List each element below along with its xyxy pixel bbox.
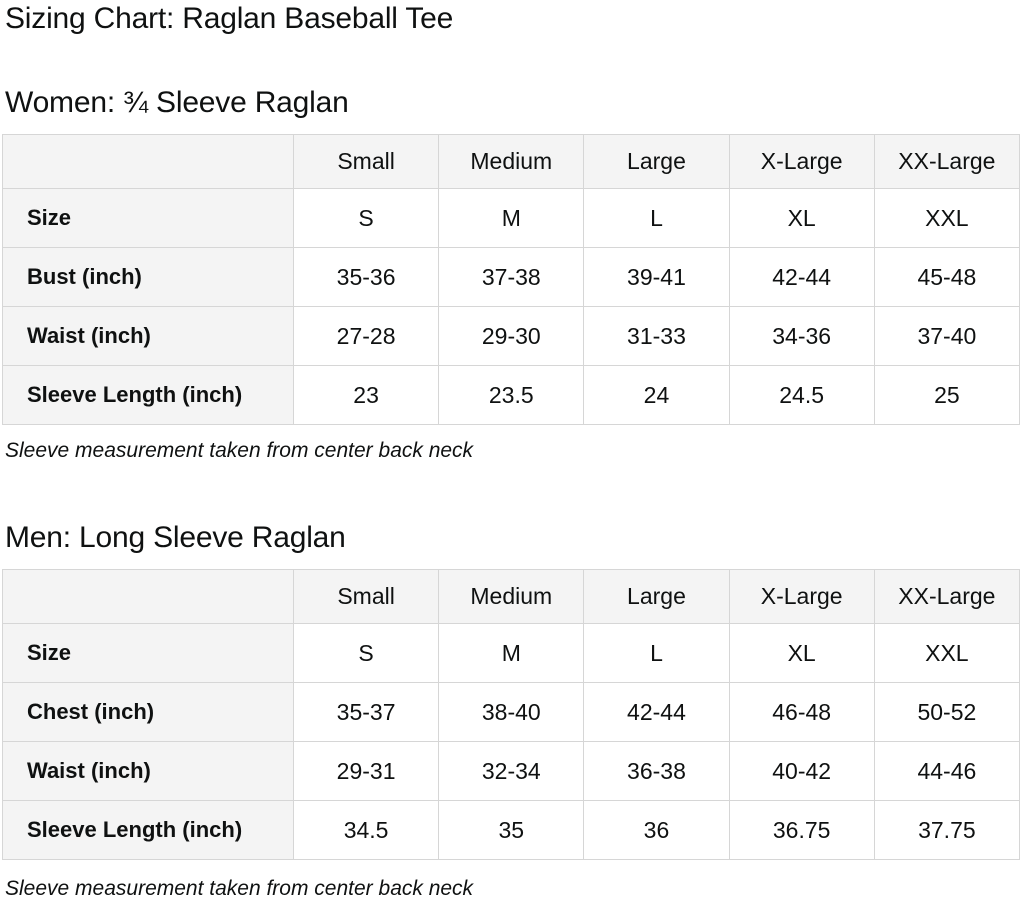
size-value: 23.5 [438, 365, 585, 425]
size-value: 40-42 [728, 741, 875, 801]
size-value: 32-34 [438, 741, 585, 801]
size-value: 37-40 [873, 306, 1021, 366]
row-label: Waist (inch) [2, 306, 294, 366]
column-header: Large [583, 569, 730, 624]
size-value: 36-38 [583, 741, 730, 801]
size-value: 23 [292, 365, 440, 425]
women-sleeve-note: Sleeve measurement taken from center bac… [5, 439, 474, 462]
women-section-heading: Women: ¾ Sleeve Raglan [5, 86, 349, 119]
size-value: 46-48 [728, 682, 875, 742]
size-value: 24.5 [728, 365, 875, 425]
column-header: Small [292, 134, 440, 189]
size-value: 34.5 [292, 800, 440, 860]
column-header: X-Large [728, 134, 875, 189]
size-value: XL [728, 623, 875, 683]
size-value: 37-38 [438, 247, 585, 307]
size-value: 42-44 [583, 682, 730, 742]
size-value: 35 [438, 800, 585, 860]
men-sleeve-note: Sleeve measurement taken from center bac… [5, 877, 474, 898]
section-women: Women: ¾ Sleeve Raglan Small Medium Large X… [0, 86, 1024, 464]
men-sizing-table: Small Medium Large X-Large XX-Large Size S M L XL… [2, 569, 1021, 860]
header-row: Small Medium Large X-Large XX-Large [2, 569, 1021, 624]
size-value: L [583, 623, 730, 683]
size-value: 34-36 [728, 306, 875, 366]
size-value: 36 [583, 800, 730, 860]
size-value: 38-40 [438, 682, 585, 742]
row-label: Size [2, 623, 294, 683]
table-row: Size S M L XL XXL [2, 188, 1021, 248]
size-value: 36.75 [728, 800, 875, 860]
row-label: Chest (inch) [2, 682, 294, 742]
table-row: Chest (inch) 35-37 38-40 42-44 46-48 50-52 [2, 682, 1021, 742]
corner-header-cell [2, 569, 294, 624]
section-men: Men: Long Sleeve Raglan Small Medium Large… [0, 521, 1024, 898]
table-row: Waist (inch) 29-31 32-34 36-38 40-42 44-46 [2, 741, 1021, 801]
size-value: 24 [583, 365, 730, 425]
size-value: 39-41 [583, 247, 730, 307]
column-header: XX-Large [873, 569, 1021, 624]
column-header: Large [583, 134, 730, 189]
size-value: S [292, 623, 440, 683]
size-value: M [438, 623, 585, 683]
size-value: 35-37 [292, 682, 440, 742]
size-value: 29-30 [438, 306, 585, 366]
corner-header-cell [2, 134, 294, 189]
row-label: Bust (inch) [2, 247, 294, 307]
column-header: Medium [438, 134, 585, 189]
header-row: Small Medium Large X-Large XX-Large [2, 134, 1021, 189]
size-value: M [438, 188, 585, 248]
men-section-heading: Men: Long Sleeve Raglan [5, 521, 346, 554]
row-label: Size [2, 188, 294, 248]
size-value: XL [728, 188, 875, 248]
column-header: Small [292, 569, 440, 624]
size-value: S [292, 188, 440, 248]
column-header: XX-Large [873, 134, 1021, 189]
size-value: 27-28 [292, 306, 440, 366]
size-value: 37.75 [873, 800, 1021, 860]
column-header: X-Large [728, 569, 875, 624]
size-value: 45-48 [873, 247, 1021, 307]
size-value: XXL [873, 623, 1021, 683]
table-row: Bust (inch) 35-36 37-38 39-41 42-44 45-48 [2, 247, 1021, 307]
row-label: Sleeve Length (inch) [2, 800, 294, 860]
size-value: 29-31 [292, 741, 440, 801]
size-value: L [583, 188, 730, 248]
size-value: 31-33 [583, 306, 730, 366]
table-row: Sleeve Length (inch) 34.5 35 36 36.75 37.75 [2, 800, 1021, 860]
size-value: XXL [873, 188, 1021, 248]
page-title: Sizing Chart: Raglan Baseball Tee [5, 2, 454, 35]
table-row: Waist (inch) 27-28 29-30 31-33 34-36 37-40 [2, 306, 1021, 366]
size-value: 42-44 [728, 247, 875, 307]
size-value: 35-36 [292, 247, 440, 307]
table-row: Sleeve Length (inch) 23 23.5 24 24.5 25 [2, 365, 1021, 425]
size-value: 44-46 [873, 741, 1021, 801]
table-row: Size S M L XL XXL [2, 623, 1021, 683]
row-label: Waist (inch) [2, 741, 294, 801]
size-value: 50-52 [873, 682, 1021, 742]
size-value: 25 [873, 365, 1021, 425]
row-label: Sleeve Length (inch) [2, 365, 294, 425]
column-header: Medium [438, 569, 585, 624]
women-sizing-table: Small Medium Large X-Large XX-Large Size S M L XL… [2, 134, 1021, 425]
